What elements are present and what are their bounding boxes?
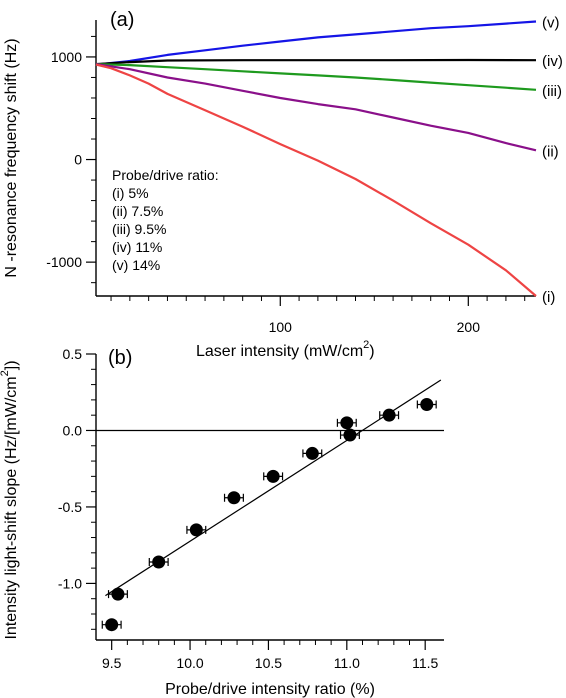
panel-b-points xyxy=(101,397,437,632)
data-point xyxy=(343,428,357,442)
panel-b-ylabel-text: Intensity light-shift slope (Hz/[mW/cm xyxy=(3,376,20,639)
panel-b-ylabel-end: ]) xyxy=(3,360,20,370)
panel-a-label: (a) xyxy=(110,9,134,31)
panel-a: (a) 100 200 1000 0 -1000 (v) (iv) (iii) (ii) (i)… xyxy=(3,9,563,360)
data-point xyxy=(111,587,125,601)
data-point xyxy=(227,491,241,505)
panel-b-ylabel: Intensity light-shift slope (Hz/[mW/cm2]… xyxy=(0,360,20,639)
series-label: (i) xyxy=(542,289,555,306)
panel-a-xlabel: Laser intensity (mW/cm2) xyxy=(196,339,375,360)
panel-a-xlabel-sup: 2 xyxy=(363,339,369,351)
series-line xyxy=(95,20,537,66)
panel-a-ylabel: N -resonance frequency shift (Hz) xyxy=(3,38,20,277)
series-label: (iii) xyxy=(542,83,562,100)
y-tick-label: 1000 xyxy=(51,49,82,65)
panel-b-ylabel-sup: 2 xyxy=(0,370,11,376)
series-line xyxy=(95,58,537,66)
legend-entry: (v) 14% xyxy=(112,257,160,273)
panel-b: (b) 9.5 10.0 10.5 11.0 11.5 0.5 0.0 -0.5 -1.0 Pr… xyxy=(0,346,444,698)
panel-a-xlabel-end: ) xyxy=(369,343,374,360)
series-line xyxy=(95,63,537,152)
x-tick-label: 100 xyxy=(269,319,293,335)
y-tick-label: 0.5 xyxy=(63,346,83,362)
y-tick-label: -0.5 xyxy=(58,499,82,515)
x-tick-label: 200 xyxy=(457,319,481,335)
x-tick-label: 11.5 xyxy=(412,655,438,671)
data-point xyxy=(420,397,434,411)
x-tick-label: 11.0 xyxy=(334,655,360,671)
data-point xyxy=(189,523,203,537)
y-tick-label: 0 xyxy=(74,152,82,168)
panel-a-series-labels: (v) (iv) (iii) (ii) (i) xyxy=(542,15,563,306)
data-point xyxy=(382,408,396,422)
y-tick-label: -1000 xyxy=(46,254,82,270)
y-tick-label: -1.0 xyxy=(58,575,82,591)
y-tick-label: 0.0 xyxy=(63,422,83,438)
data-point xyxy=(152,555,166,569)
panel-b-ticks: 9.5 10.0 10.5 11.0 11.5 0.5 0.0 -0.5 -1.0 xyxy=(58,346,439,671)
panel-b-xlabel: Probe/drive intensity ratio (%) xyxy=(165,681,375,698)
data-point xyxy=(105,618,119,632)
series-label: (ii) xyxy=(542,143,559,160)
series-label: (iv) xyxy=(542,53,563,70)
legend-title: Probe/drive ratio: xyxy=(112,167,219,183)
legend-entry: (i) 5% xyxy=(112,185,149,201)
series-line xyxy=(95,63,537,297)
series-line xyxy=(95,63,537,91)
panel-a-xlabel-text: Laser intensity (mW/cm xyxy=(196,343,363,360)
data-point xyxy=(266,469,280,483)
legend-entry: (iii) 9.5% xyxy=(112,221,166,237)
legend-entry: (iv) 11% xyxy=(112,239,162,255)
panel-b-label: (b) xyxy=(108,347,132,369)
legend-entry: (ii) 7.5% xyxy=(112,203,163,219)
panel-a-ticks: 100 200 1000 0 -1000 xyxy=(46,35,526,335)
data-point xyxy=(305,446,319,460)
x-tick-label: 10.5 xyxy=(255,655,282,671)
panel-a-legend: Probe/drive ratio: (i) 5% (ii) 7.5% (iii… xyxy=(112,167,219,273)
x-tick-label: 10.0 xyxy=(176,655,203,671)
data-point xyxy=(340,416,354,430)
series-label: (v) xyxy=(542,15,560,32)
x-tick-label: 9.5 xyxy=(102,655,122,671)
panel-a-lines xyxy=(95,20,537,297)
